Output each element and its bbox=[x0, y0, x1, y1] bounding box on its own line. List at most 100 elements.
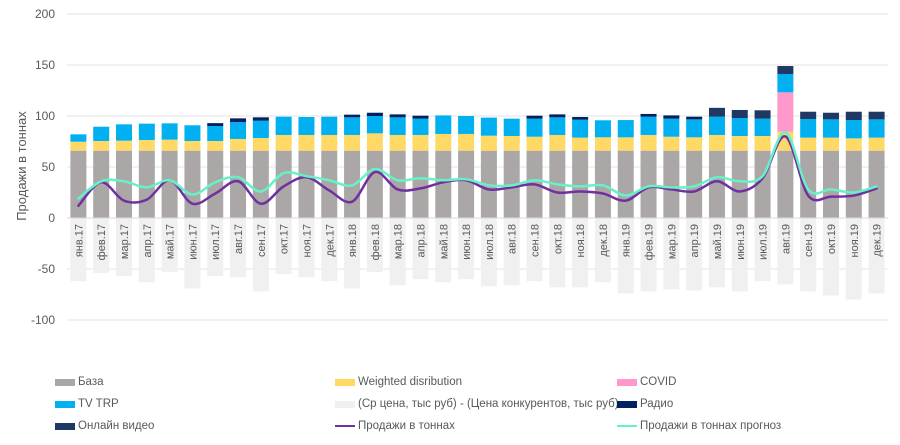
x-tick-label: июл.19 bbox=[758, 224, 770, 260]
bar-segment bbox=[321, 150, 338, 218]
bar-segment bbox=[549, 114, 566, 118]
bar-segment bbox=[777, 92, 794, 132]
y-tick-label: 200 bbox=[35, 7, 55, 21]
bar-segment bbox=[686, 150, 703, 218]
bar-segment bbox=[207, 125, 224, 141]
negative-bar bbox=[321, 218, 338, 282]
bar-segment bbox=[412, 115, 429, 119]
bar-segment bbox=[754, 135, 771, 151]
gridlines bbox=[67, 13, 888, 321]
legend-item-price-diff[interactable]: (Ср цена, тыс руб) - (Цена конкурентов, … bbox=[335, 398, 619, 410]
legend-item-covid[interactable]: COVID bbox=[617, 376, 676, 388]
bar-segment bbox=[207, 140, 224, 151]
bar-segment bbox=[435, 115, 452, 134]
bar-segment bbox=[138, 150, 155, 218]
negative-bar bbox=[298, 218, 315, 278]
x-tick-label: июн.18 bbox=[461, 224, 473, 260]
bar-segment bbox=[594, 137, 611, 151]
negative-bar bbox=[480, 218, 497, 287]
bar-segment bbox=[708, 134, 725, 151]
legend-swatch bbox=[617, 378, 637, 386]
bar-segment bbox=[572, 117, 589, 120]
x-tick-label: авг.18 bbox=[507, 224, 519, 254]
bar-segment bbox=[594, 120, 611, 138]
bar-segment bbox=[800, 137, 817, 151]
negative-bar bbox=[435, 218, 452, 283]
y-tick-label: -50 bbox=[38, 262, 56, 276]
bar-segment bbox=[754, 118, 771, 136]
x-tick-label: ноя.17 bbox=[301, 224, 313, 257]
bar-segment bbox=[549, 134, 566, 151]
negative-bar bbox=[777, 218, 794, 285]
legend-label: COVID bbox=[640, 376, 677, 388]
x-tick-label: дек.17 bbox=[324, 224, 336, 257]
bar-segment bbox=[800, 119, 817, 138]
bar-segment bbox=[708, 107, 725, 117]
x-tick-label: окт.17 bbox=[279, 224, 291, 254]
bar-segment bbox=[640, 134, 657, 151]
bar-segment bbox=[207, 150, 224, 218]
bar-segment bbox=[93, 140, 110, 151]
x-tick-label: дек.18 bbox=[598, 224, 610, 257]
bar-segment bbox=[822, 137, 839, 151]
negative-bar bbox=[868, 218, 885, 294]
x-tick-label: мар.17 bbox=[119, 224, 131, 259]
bar-segment bbox=[686, 119, 703, 138]
bar-segment bbox=[845, 120, 862, 139]
legend-line bbox=[335, 425, 355, 427]
x-tick-label: мар.18 bbox=[393, 224, 405, 259]
bar-segment bbox=[184, 140, 201, 151]
x-tick-label: фев.18 bbox=[370, 224, 382, 260]
bar-segment bbox=[663, 136, 680, 151]
bar-segment bbox=[686, 137, 703, 151]
legend-item-sales-forecast[interactable]: Продажи в тоннах прогноз bbox=[617, 420, 781, 432]
legend-item-online-video[interactable]: Онлайн видео bbox=[55, 420, 154, 432]
bar-segment bbox=[252, 138, 269, 151]
bar-segment bbox=[116, 140, 133, 151]
series-line bbox=[77, 135, 878, 208]
bar-segment bbox=[845, 138, 862, 151]
legend-item-radio[interactable]: Радио bbox=[617, 398, 673, 410]
legend-item-sales[interactable]: Продажи в тоннах bbox=[335, 420, 455, 432]
negative-bar bbox=[708, 218, 725, 288]
bar-segment bbox=[868, 111, 885, 120]
negative-bar bbox=[617, 218, 634, 294]
bar-segment bbox=[252, 120, 269, 139]
bar-segment bbox=[663, 118, 680, 137]
legend-swatch bbox=[335, 400, 355, 408]
x-tick-label: апр.18 bbox=[415, 224, 427, 257]
bar-segment bbox=[868, 119, 885, 138]
bar-segment bbox=[435, 133, 452, 151]
y-tick-label: 100 bbox=[35, 109, 55, 123]
legend-label: Продажи в тоннах прогноз bbox=[640, 420, 782, 432]
bar-segment bbox=[640, 150, 657, 218]
negative-bar bbox=[800, 218, 817, 292]
legend-item-baza[interactable]: База bbox=[55, 376, 103, 388]
y-tick-label: 150 bbox=[35, 58, 55, 72]
bar-segment bbox=[389, 117, 406, 135]
negative-bar bbox=[458, 218, 475, 280]
bar-segment bbox=[731, 109, 748, 119]
x-tick-label: янв.18 bbox=[347, 224, 359, 257]
series-line bbox=[77, 131, 878, 200]
negative-bar bbox=[549, 218, 566, 288]
bar-segment bbox=[366, 112, 383, 116]
bar-segment bbox=[845, 150, 862, 218]
x-tick-label: май.17 bbox=[165, 224, 177, 259]
x-tick-label: фев.17 bbox=[96, 224, 108, 260]
x-tick-label: апр.17 bbox=[142, 224, 154, 257]
bar-segment bbox=[663, 115, 680, 119]
bar-segment bbox=[868, 150, 885, 218]
legend-label: TV TRP bbox=[78, 398, 119, 410]
x-tick-label: ноя.19 bbox=[849, 224, 861, 257]
legend-item-weighted-distribution[interactable]: Weighted disribution bbox=[335, 376, 462, 388]
bar-segment bbox=[549, 117, 566, 135]
negative-bar bbox=[640, 218, 657, 292]
bar-segment bbox=[344, 134, 361, 151]
bar-segment bbox=[458, 150, 475, 218]
x-tick-label: авг.17 bbox=[233, 224, 245, 254]
x-tick-label: дек.19 bbox=[872, 224, 884, 257]
bar-segment bbox=[275, 116, 292, 135]
legend-item-tv-trp[interactable]: TV TRP bbox=[55, 398, 119, 410]
